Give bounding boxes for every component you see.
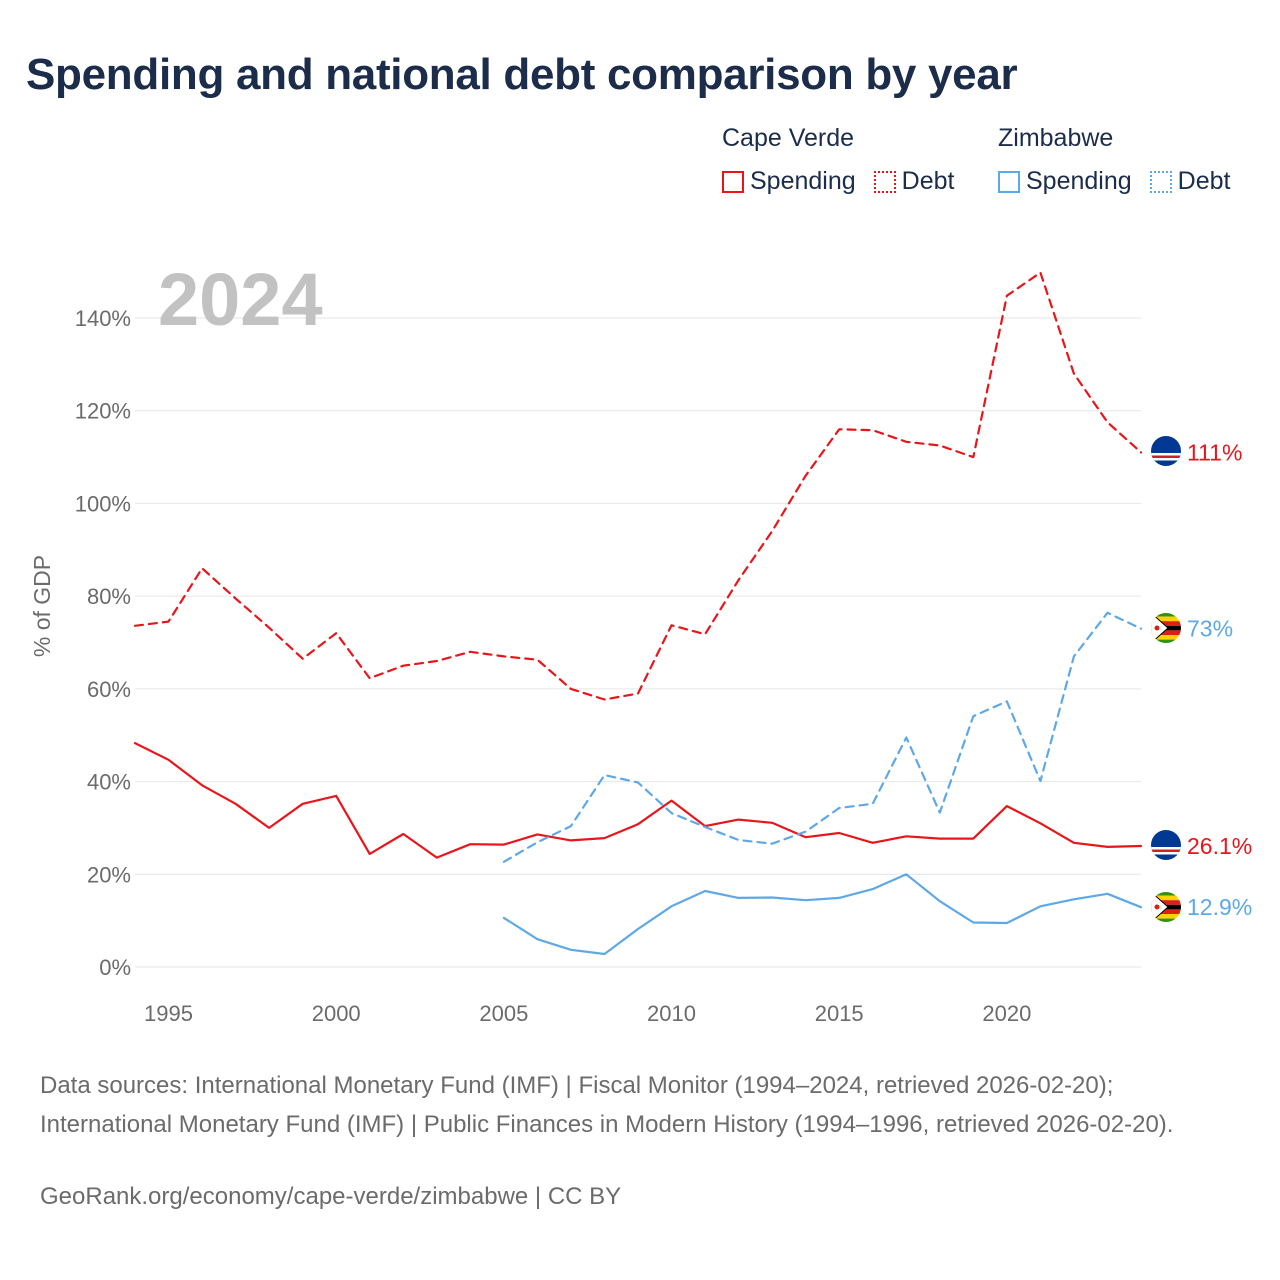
y-tick-label: 140% [75,306,131,331]
dotted-line-swatch-icon [1149,170,1172,193]
y-tick-label: 120% [75,399,131,424]
chart-title: Spending and national debt comparison by… [26,50,1018,99]
legend-label: Debt [1177,167,1231,195]
y-tick-label: 60% [87,677,131,702]
x-tick-label: 2020 [982,1001,1031,1026]
legend-label: Debt [901,167,955,195]
x-tick-label: 2010 [647,1001,696,1026]
credit-link[interactable]: GeoRank.org/economy/cape-verde/zimbabwe … [40,1183,622,1210]
y-tick-label: 100% [75,491,131,516]
data-sources: Data sources: International Monetary Fun… [40,1072,1174,1138]
end-value-label: 26.1% [1187,833,1252,859]
legend-label: Spending [750,167,856,195]
series-line-cape-verde-debt[interactable] [133,271,1143,701]
cape-verde-flag-icon [1151,436,1181,466]
series-line-cape-verde-spending[interactable] [133,741,1143,859]
year-watermark: 2024 [158,258,323,341]
dotted-line-swatch-icon [873,170,896,193]
legend-item-cape-verde-debt[interactable]: Debt [873,167,955,196]
legend-item-zimbabwe-spending[interactable]: Spending [998,167,1132,196]
series-line-zimbabwe-spending[interactable] [502,873,1143,956]
y-tick-label: 80% [87,584,131,609]
legend-country-zimbabwe: Zimbabwe [998,124,1114,152]
y-tick-label: 0% [99,955,131,980]
legend-item-cape-verde-spending[interactable]: Spending [722,167,856,196]
line-chart: 2024 0% 20% 40% 60% 80% 100% 120% 140% 1995 2000 2… [29,258,1252,1026]
y-tick-label: 20% [87,862,131,887]
end-value-label: 73% [1187,616,1233,642]
zimbabwe-flag-icon [1151,613,1181,643]
cape-verde-flag-icon [1151,830,1181,860]
x-tick-label: 2000 [312,1001,361,1026]
series-line-zimbabwe-debt[interactable] [502,611,1143,863]
x-tick-label: 1995 [144,1001,193,1026]
solid-line-swatch-icon [998,170,1020,193]
legend-label: Spending [1026,167,1132,195]
solid-line-swatch-icon [722,170,744,193]
legend-cape-verde: Cape Verde Spending Debt [722,124,972,196]
legend-country-cape-verde: Cape Verde [722,124,855,152]
end-value-label: 12.9% [1187,894,1252,920]
legend-item-zimbabwe-debt[interactable]: Debt [1149,167,1231,196]
y-axis-label: % of GDP [29,555,55,657]
legend-zimbabwe: Zimbabwe Spending Debt [998,124,1230,196]
y-tick-label: 40% [87,770,131,795]
x-tick-label: 2005 [479,1001,528,1026]
zimbabwe-flag-icon [1151,892,1181,922]
x-tick-label: 2015 [815,1001,864,1026]
end-value-label: 111% [1187,439,1242,465]
